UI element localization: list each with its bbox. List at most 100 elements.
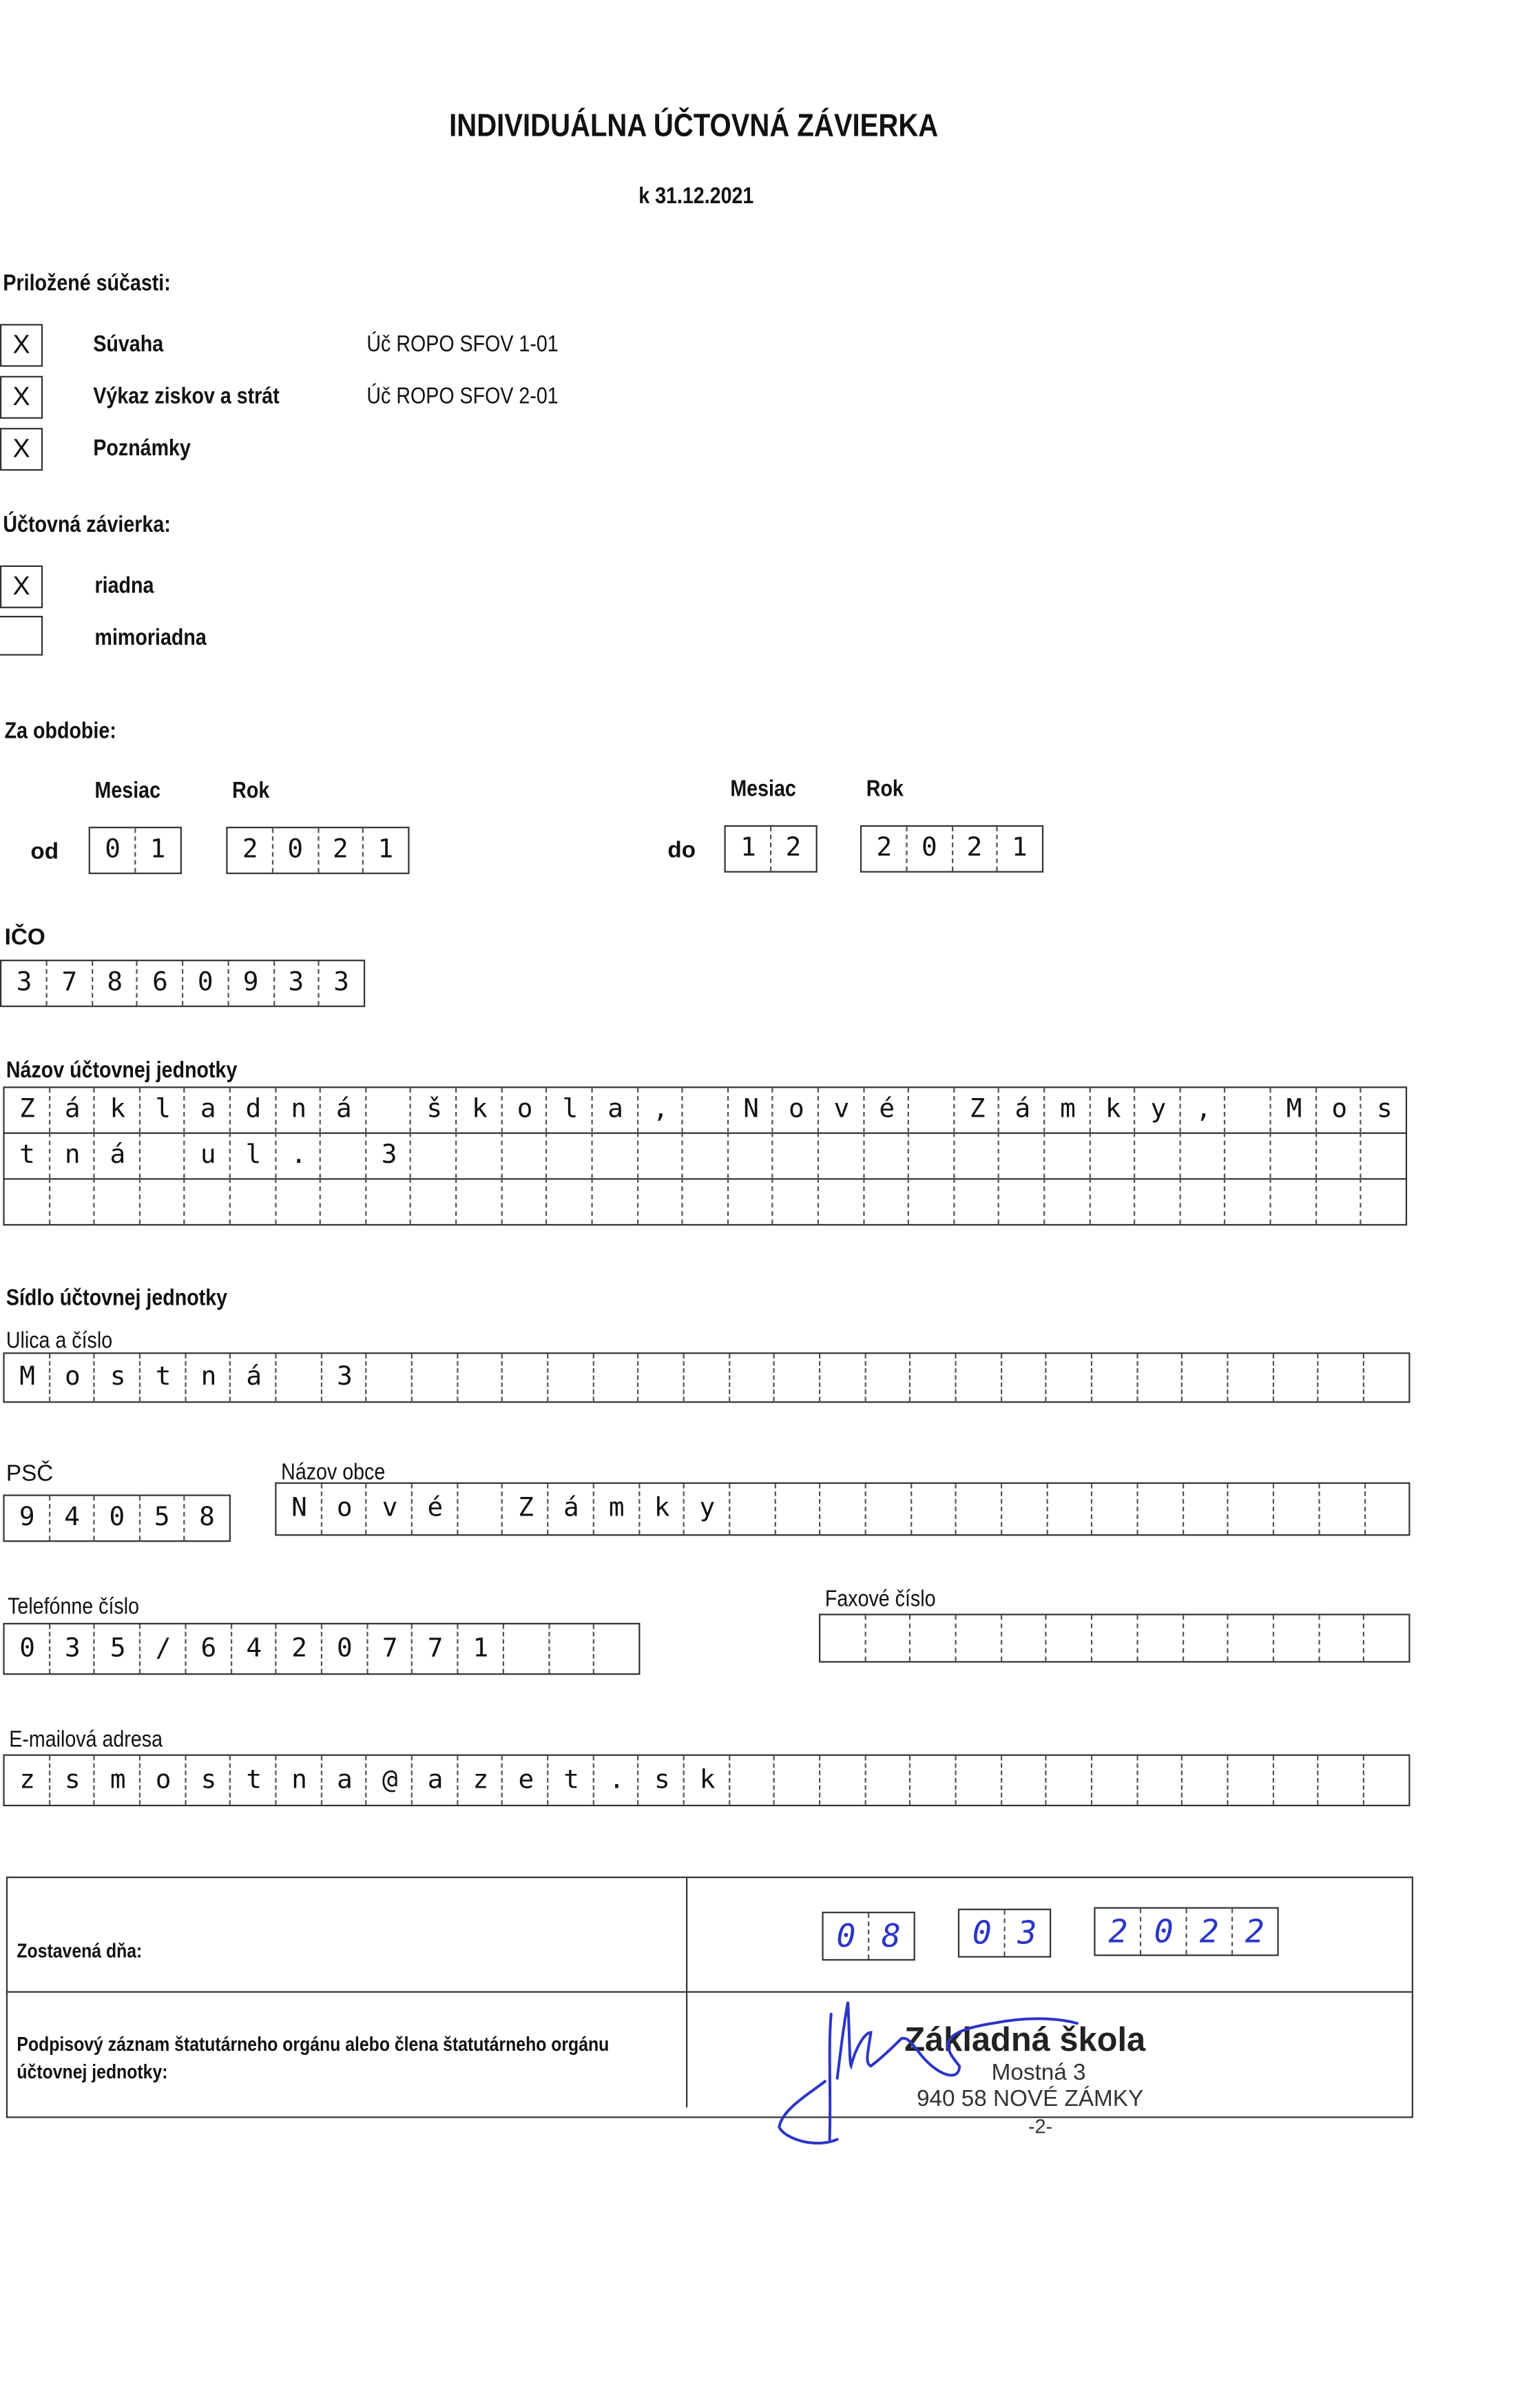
- char-cell: [410, 1483, 457, 1535]
- char-cell: [455, 1088, 501, 1133]
- entity-name-row-1[interactable]: Základná škola, Nové Zámky, Mos: [3, 1086, 1408, 1134]
- char-cell: [1045, 1354, 1091, 1402]
- char-cell: [996, 827, 1042, 871]
- char-cell: [456, 1755, 502, 1805]
- entity-name-row-2[interactable]: tná ul. 3: [3, 1132, 1408, 1180]
- label-text: Faxové číslo: [824, 1586, 936, 1613]
- field-value: 12: [740, 832, 831, 864]
- stamp-line2: Mostná 3: [991, 2060, 1086, 2086]
- checkbox-poznamky[interactable]: X: [0, 428, 43, 471]
- char-cell: [1272, 1755, 1318, 1805]
- phone-label: Telefónne číslo: [8, 1595, 160, 1618]
- signature-handwriting: [778, 2001, 1079, 2145]
- phone-field[interactable]: 035/6420771: [3, 1622, 641, 1675]
- char-cell: [909, 1615, 955, 1662]
- char-cell: [93, 1178, 139, 1224]
- row-divider: [8, 1991, 1412, 1993]
- char-cell: [592, 1755, 638, 1805]
- char-cell: [1231, 1908, 1278, 1955]
- char-cell: [185, 1624, 230, 1674]
- city-label: Názov obce: [281, 1461, 402, 1484]
- fax-label: Faxové číslo: [825, 1588, 954, 1611]
- field-value: 2021: [876, 832, 1057, 864]
- label-text: Výkaz ziskov a strát: [93, 383, 280, 410]
- char-cell: [955, 1354, 1001, 1402]
- char-cell: [1315, 1178, 1360, 1224]
- char-cell: [909, 1354, 955, 1402]
- char-cell: [366, 1483, 411, 1535]
- char-cell: [953, 1178, 999, 1224]
- char-cell: [637, 1354, 683, 1402]
- code-text: Úč ROPO SFOV 1-01: [366, 331, 559, 358]
- char-cell: [48, 1132, 94, 1179]
- ico-field[interactable]: 37860933: [0, 960, 366, 1007]
- char-cell: [955, 1483, 1001, 1535]
- signature-label-line1: Podpisový záznam štatutárneho orgánu ale…: [17, 2034, 705, 2054]
- char-cell: [773, 1354, 819, 1402]
- char-cell: [1227, 1354, 1273, 1402]
- char-cell: [1181, 1615, 1227, 1662]
- compiled-day-field[interactable]: 08: [822, 1912, 915, 1961]
- to-year-field[interactable]: 2021: [860, 825, 1044, 873]
- char-cell: [364, 1132, 410, 1179]
- from-month-field[interactable]: 01: [88, 827, 182, 874]
- char-cell: [998, 1132, 1043, 1179]
- checkbox-riadna[interactable]: X: [0, 565, 43, 608]
- char-cell: [184, 1178, 229, 1224]
- char-cell: [320, 1483, 366, 1535]
- char-cell: [1088, 1088, 1134, 1133]
- char-cell: [1045, 1755, 1091, 1805]
- field-value: Mostná 3: [19, 1361, 382, 1392]
- char-cell: [727, 1132, 772, 1179]
- char-cell: [1227, 1755, 1273, 1805]
- char-cell: [591, 1178, 636, 1224]
- char-cell: [138, 1496, 184, 1541]
- checkbox-suvaha[interactable]: X: [0, 324, 43, 367]
- char-cell: [501, 1483, 548, 1535]
- char-cell: [1273, 1483, 1318, 1535]
- label-text: Poznámky: [93, 435, 191, 462]
- char-cell: [548, 1624, 594, 1674]
- entity-name-row-3[interactable]: [3, 1178, 1408, 1226]
- checkbox-vykaz[interactable]: X: [0, 375, 43, 419]
- char-cell: [271, 828, 317, 873]
- char-cell: [1136, 1483, 1183, 1535]
- email-field[interactable]: zsmostna@azet.sk: [3, 1754, 1411, 1807]
- fax-field[interactable]: [819, 1613, 1411, 1663]
- compiled-label: Zostavená dňa:: [17, 1941, 163, 1961]
- from-year-field[interactable]: 2021: [226, 827, 410, 874]
- label-suvaha: Súvaha: [93, 333, 174, 356]
- code-vykaz: Úč ROPO SFOV 2-01: [366, 385, 590, 408]
- char-cell: [953, 1088, 999, 1133]
- char-cell: [728, 1755, 774, 1805]
- char-cell: [1000, 1615, 1045, 1662]
- char-cell: [773, 1755, 819, 1805]
- char-cell: [138, 1755, 185, 1805]
- compiled-year-field[interactable]: 2022: [1094, 1907, 1279, 1956]
- char-cell: [681, 1132, 727, 1179]
- title-text: INDIVIDUÁLNA ÚČTOVNÁ ZÁVIERKA: [449, 108, 939, 144]
- street-field[interactable]: Mostná 3: [3, 1352, 1411, 1403]
- field-value: 37860933: [16, 967, 379, 998]
- char-cell: [1136, 1354, 1182, 1402]
- char-cell: [184, 1132, 229, 1179]
- city-field[interactable]: Nové Zámky: [275, 1482, 1411, 1536]
- char-cell: [501, 1354, 547, 1402]
- char-cell: [819, 1755, 864, 1805]
- to-month-field[interactable]: 12: [724, 825, 818, 873]
- char-cell: [1269, 1132, 1315, 1179]
- char-cell: [545, 1088, 592, 1133]
- char-cell: [274, 1178, 320, 1224]
- compiled-month-field[interactable]: 03: [957, 1908, 1052, 1958]
- checkbox-mimoriadna[interactable]: [0, 615, 43, 656]
- label-text: účtovnej jednotky:: [17, 2060, 168, 2083]
- char-cell: [275, 1755, 320, 1805]
- label-poznamky: Poznámky: [93, 437, 207, 459]
- char-cell: [138, 1354, 185, 1402]
- char-cell: [955, 1755, 1001, 1805]
- char-cell: [93, 1132, 139, 1179]
- char-cell: [1088, 1132, 1134, 1179]
- char-cell: [1043, 1132, 1089, 1179]
- psc-field[interactable]: 94058: [3, 1494, 231, 1542]
- field-value: 2022: [1108, 1912, 1291, 1950]
